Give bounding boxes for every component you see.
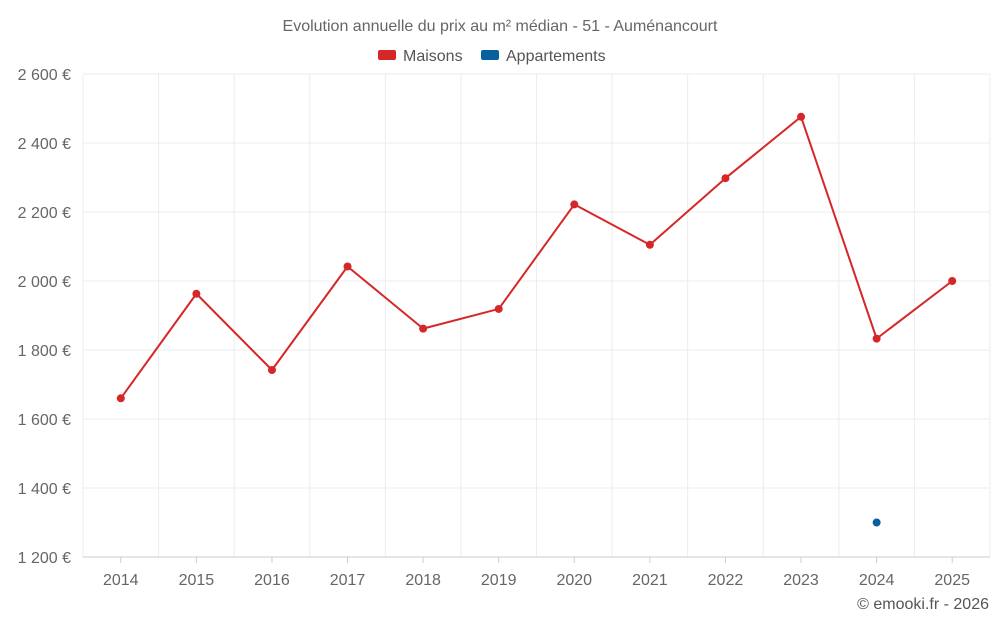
legend-item-maisons[interactable]: Maisons (378, 48, 463, 65)
data-point-appartements[interactable] (872, 518, 881, 527)
y-axis: 1 200 € 1 400 € 1 600 € 1 800 € 2 000 € 2 200… (18, 67, 71, 567)
legend-item-appartements[interactable]: Appartements (481, 48, 606, 65)
data-point-maisons[interactable] (645, 240, 654, 249)
x-tick-label: 2015 (179, 572, 215, 589)
x-tick-label: 2018 (405, 572, 441, 589)
data-point-maisons[interactable] (343, 262, 352, 271)
chart-title: Evolution annuelle du prix au m² médian … (283, 18, 718, 35)
x-tick-label: 2019 (481, 572, 517, 589)
x-tick-label: 2025 (934, 572, 970, 589)
data-point-maisons[interactable] (419, 324, 428, 333)
x-tick-label: 2014 (103, 572, 139, 589)
legend-swatch-appartements (481, 50, 499, 60)
data-point-maisons[interactable] (721, 174, 730, 183)
legend-label-appartements: Appartements (506, 48, 606, 65)
legend: Maisons Appartements (378, 48, 606, 65)
x-tick-label: 2017 (330, 572, 366, 589)
data-point-maisons[interactable] (570, 200, 579, 209)
y-tick-label: 1 200 € (18, 550, 71, 567)
x-tick-label: 2022 (708, 572, 744, 589)
x-tick-label: 2024 (859, 572, 895, 589)
data-point-maisons[interactable] (948, 277, 957, 285)
y-tick-label: 1 600 € (18, 412, 71, 429)
x-tick-label: 2021 (632, 572, 668, 589)
legend-swatch-maisons (378, 50, 396, 60)
data-point-maisons[interactable] (116, 394, 125, 403)
y-tick-label: 2 200 € (18, 205, 71, 222)
y-tick-label: 2 400 € (18, 136, 71, 153)
data-point-maisons[interactable] (494, 304, 503, 313)
data-point-maisons[interactable] (267, 366, 276, 375)
data-point-maisons[interactable] (872, 334, 881, 343)
y-tick-label: 1 400 € (18, 481, 71, 498)
data-point-maisons[interactable] (797, 112, 806, 121)
credit: © emooki.fr - 2026 (857, 596, 989, 613)
legend-label-maisons: Maisons (403, 48, 463, 65)
x-tick-label: 2020 (556, 572, 592, 589)
x-tick-label: 2016 (254, 572, 290, 589)
y-tick-label: 1 800 € (18, 343, 71, 360)
series-line-maisons (119, 115, 953, 399)
series (116, 112, 957, 527)
y-tick-label: 2 000 € (18, 274, 71, 291)
x-axis: 2014 2015 2016 2017 2018 2019 2020 2021 2022 2023… (83, 556, 990, 589)
y-tick-label: 2 600 € (18, 67, 71, 84)
data-point-maisons[interactable] (192, 289, 201, 298)
x-tick-label: 2023 (783, 572, 819, 589)
grid (82, 73, 991, 558)
